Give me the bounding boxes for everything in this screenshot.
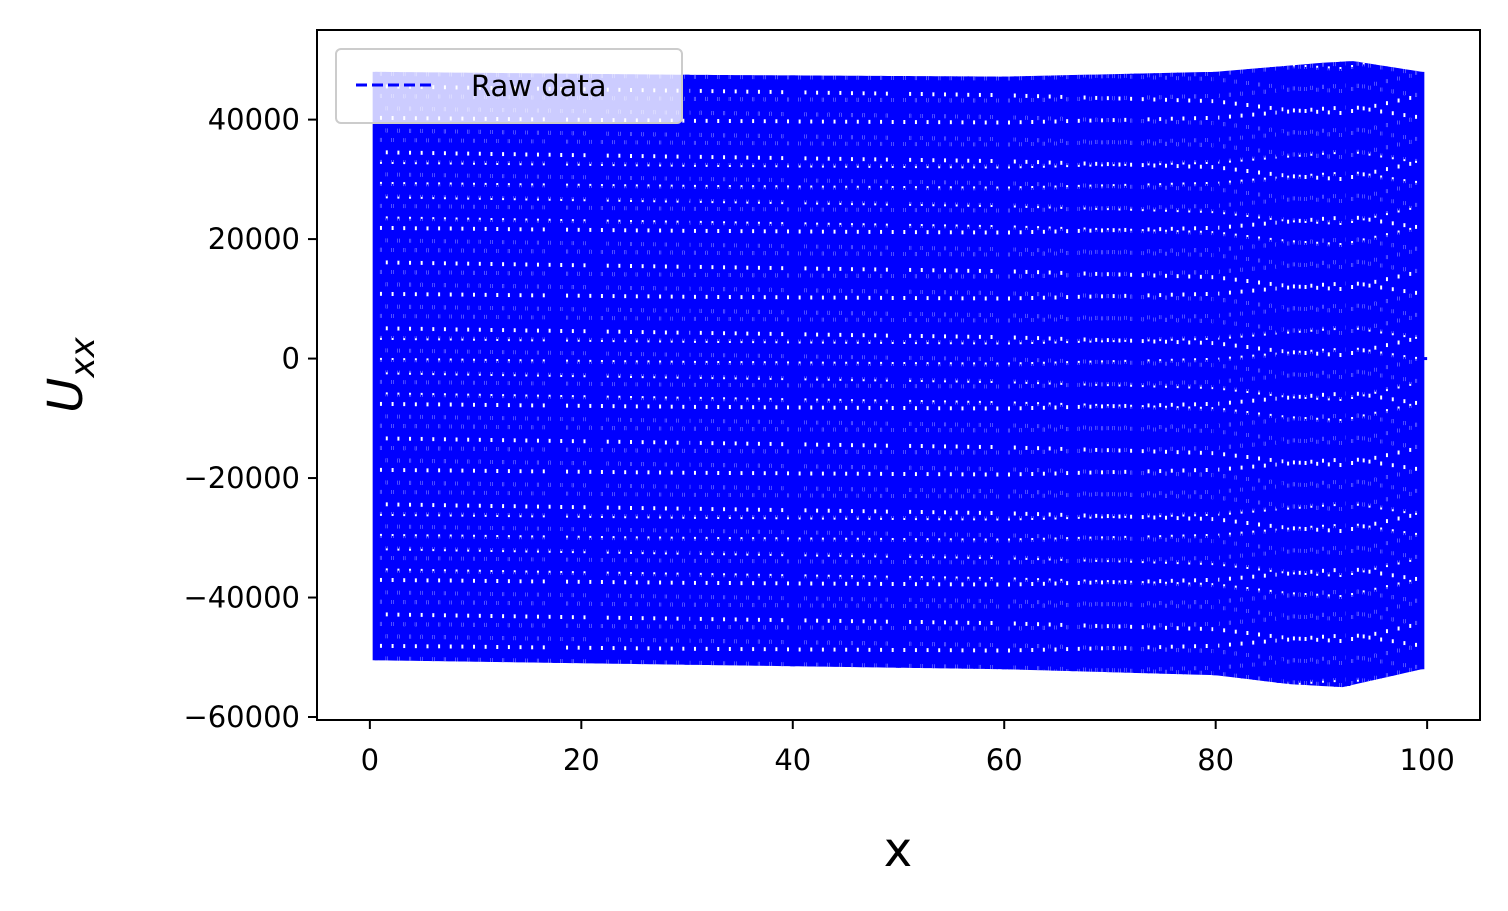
x-tick-label: 60 [986, 743, 1023, 777]
series-layer [372, 61, 1428, 688]
y-tick-label: −60000 [183, 700, 300, 734]
y-axis-label: Uxx [38, 336, 103, 412]
legend-entry-label: Raw data [471, 69, 607, 103]
x-tick-label: 100 [1399, 743, 1454, 777]
x-tick-label: 0 [361, 743, 379, 777]
legend: Raw data [335, 48, 683, 124]
y-tick-label: 0 [282, 342, 300, 376]
x-tick-label: 80 [1197, 743, 1234, 777]
plot-frame [316, 29, 1481, 721]
y-axis: 40000 20000 0 −20000 −40000 −60000 [183, 103, 317, 734]
x-axis-label: x [884, 822, 912, 878]
y-axis-label-sub: xx [63, 336, 103, 378]
y-tick-label: 20000 [208, 222, 300, 256]
y-tick-label: 40000 [208, 103, 300, 137]
x-tick-label: 40 [774, 743, 811, 777]
legend-box [335, 48, 683, 124]
y-axis-label-main: U [38, 378, 94, 413]
x-tick-label: 20 [563, 743, 600, 777]
x-axis: 0 20 40 60 80 100 [361, 720, 1455, 777]
y-tick-label: −20000 [183, 461, 300, 495]
y-tick-label: −40000 [183, 581, 300, 615]
